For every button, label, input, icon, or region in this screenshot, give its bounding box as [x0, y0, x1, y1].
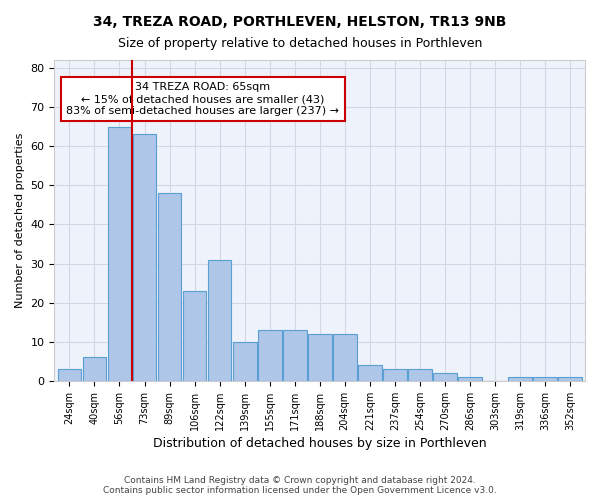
Bar: [182, 291, 206, 381]
Text: Contains HM Land Registry data © Crown copyright and database right 2024.
Contai: Contains HM Land Registry data © Crown c…: [103, 476, 497, 495]
Bar: [408, 369, 432, 381]
Bar: [383, 369, 407, 381]
Text: 34 TREZA ROAD: 65sqm
← 15% of detached houses are smaller (43)
83% of semi-detac: 34 TREZA ROAD: 65sqm ← 15% of detached h…: [67, 82, 340, 116]
Bar: [233, 342, 257, 381]
Bar: [258, 330, 281, 381]
Bar: [158, 193, 181, 381]
Bar: [83, 358, 106, 381]
Bar: [58, 369, 82, 381]
Bar: [333, 334, 356, 381]
Bar: [208, 260, 232, 381]
Bar: [107, 126, 131, 381]
Bar: [558, 377, 582, 381]
Bar: [533, 377, 557, 381]
Bar: [358, 366, 382, 381]
Bar: [308, 334, 332, 381]
Bar: [433, 373, 457, 381]
Bar: [458, 377, 482, 381]
Bar: [133, 134, 157, 381]
Bar: [283, 330, 307, 381]
X-axis label: Distribution of detached houses by size in Porthleven: Distribution of detached houses by size …: [153, 437, 487, 450]
Text: Size of property relative to detached houses in Porthleven: Size of property relative to detached ho…: [118, 38, 482, 51]
Y-axis label: Number of detached properties: Number of detached properties: [15, 133, 25, 308]
Text: 34, TREZA ROAD, PORTHLEVEN, HELSTON, TR13 9NB: 34, TREZA ROAD, PORTHLEVEN, HELSTON, TR1…: [94, 15, 506, 29]
Bar: [508, 377, 532, 381]
